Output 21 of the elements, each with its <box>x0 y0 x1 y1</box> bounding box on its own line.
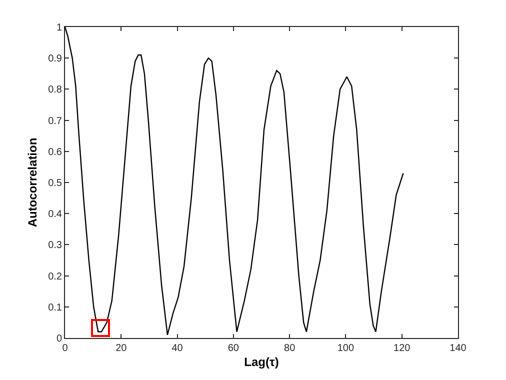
y-tick-label: 1 <box>56 22 62 34</box>
line-series <box>65 27 404 336</box>
y-tick-label: 0.5 <box>48 178 62 189</box>
y-tick-label: 0.6 <box>48 146 62 158</box>
y-tick-label: 0.2 <box>48 271 62 282</box>
y-tick-label: 0.8 <box>48 84 62 96</box>
x-tick-label: 140 <box>450 343 467 354</box>
x-axis-title: Lag(τ) <box>244 354 279 369</box>
x-tick-label: 120 <box>394 343 411 354</box>
y-tick-label: 0.3 <box>48 240 62 252</box>
y-tick-label: 0 <box>56 334 62 344</box>
x-tick-label: 60 <box>228 343 240 354</box>
y-tick-label: 0.4 <box>48 209 62 220</box>
y-tick-label: 0.1 <box>48 302 62 314</box>
y-tick-label: 0.7 <box>48 116 62 127</box>
y-axis-title: Autocorrelation <box>25 138 40 228</box>
x-tick-label: 80 <box>284 343 296 354</box>
y-tick-label: 0.9 <box>48 54 62 65</box>
x-tick-label: 100 <box>337 343 354 354</box>
x-tick-label: 20 <box>116 343 128 354</box>
x-tick-label: 40 <box>172 343 184 354</box>
